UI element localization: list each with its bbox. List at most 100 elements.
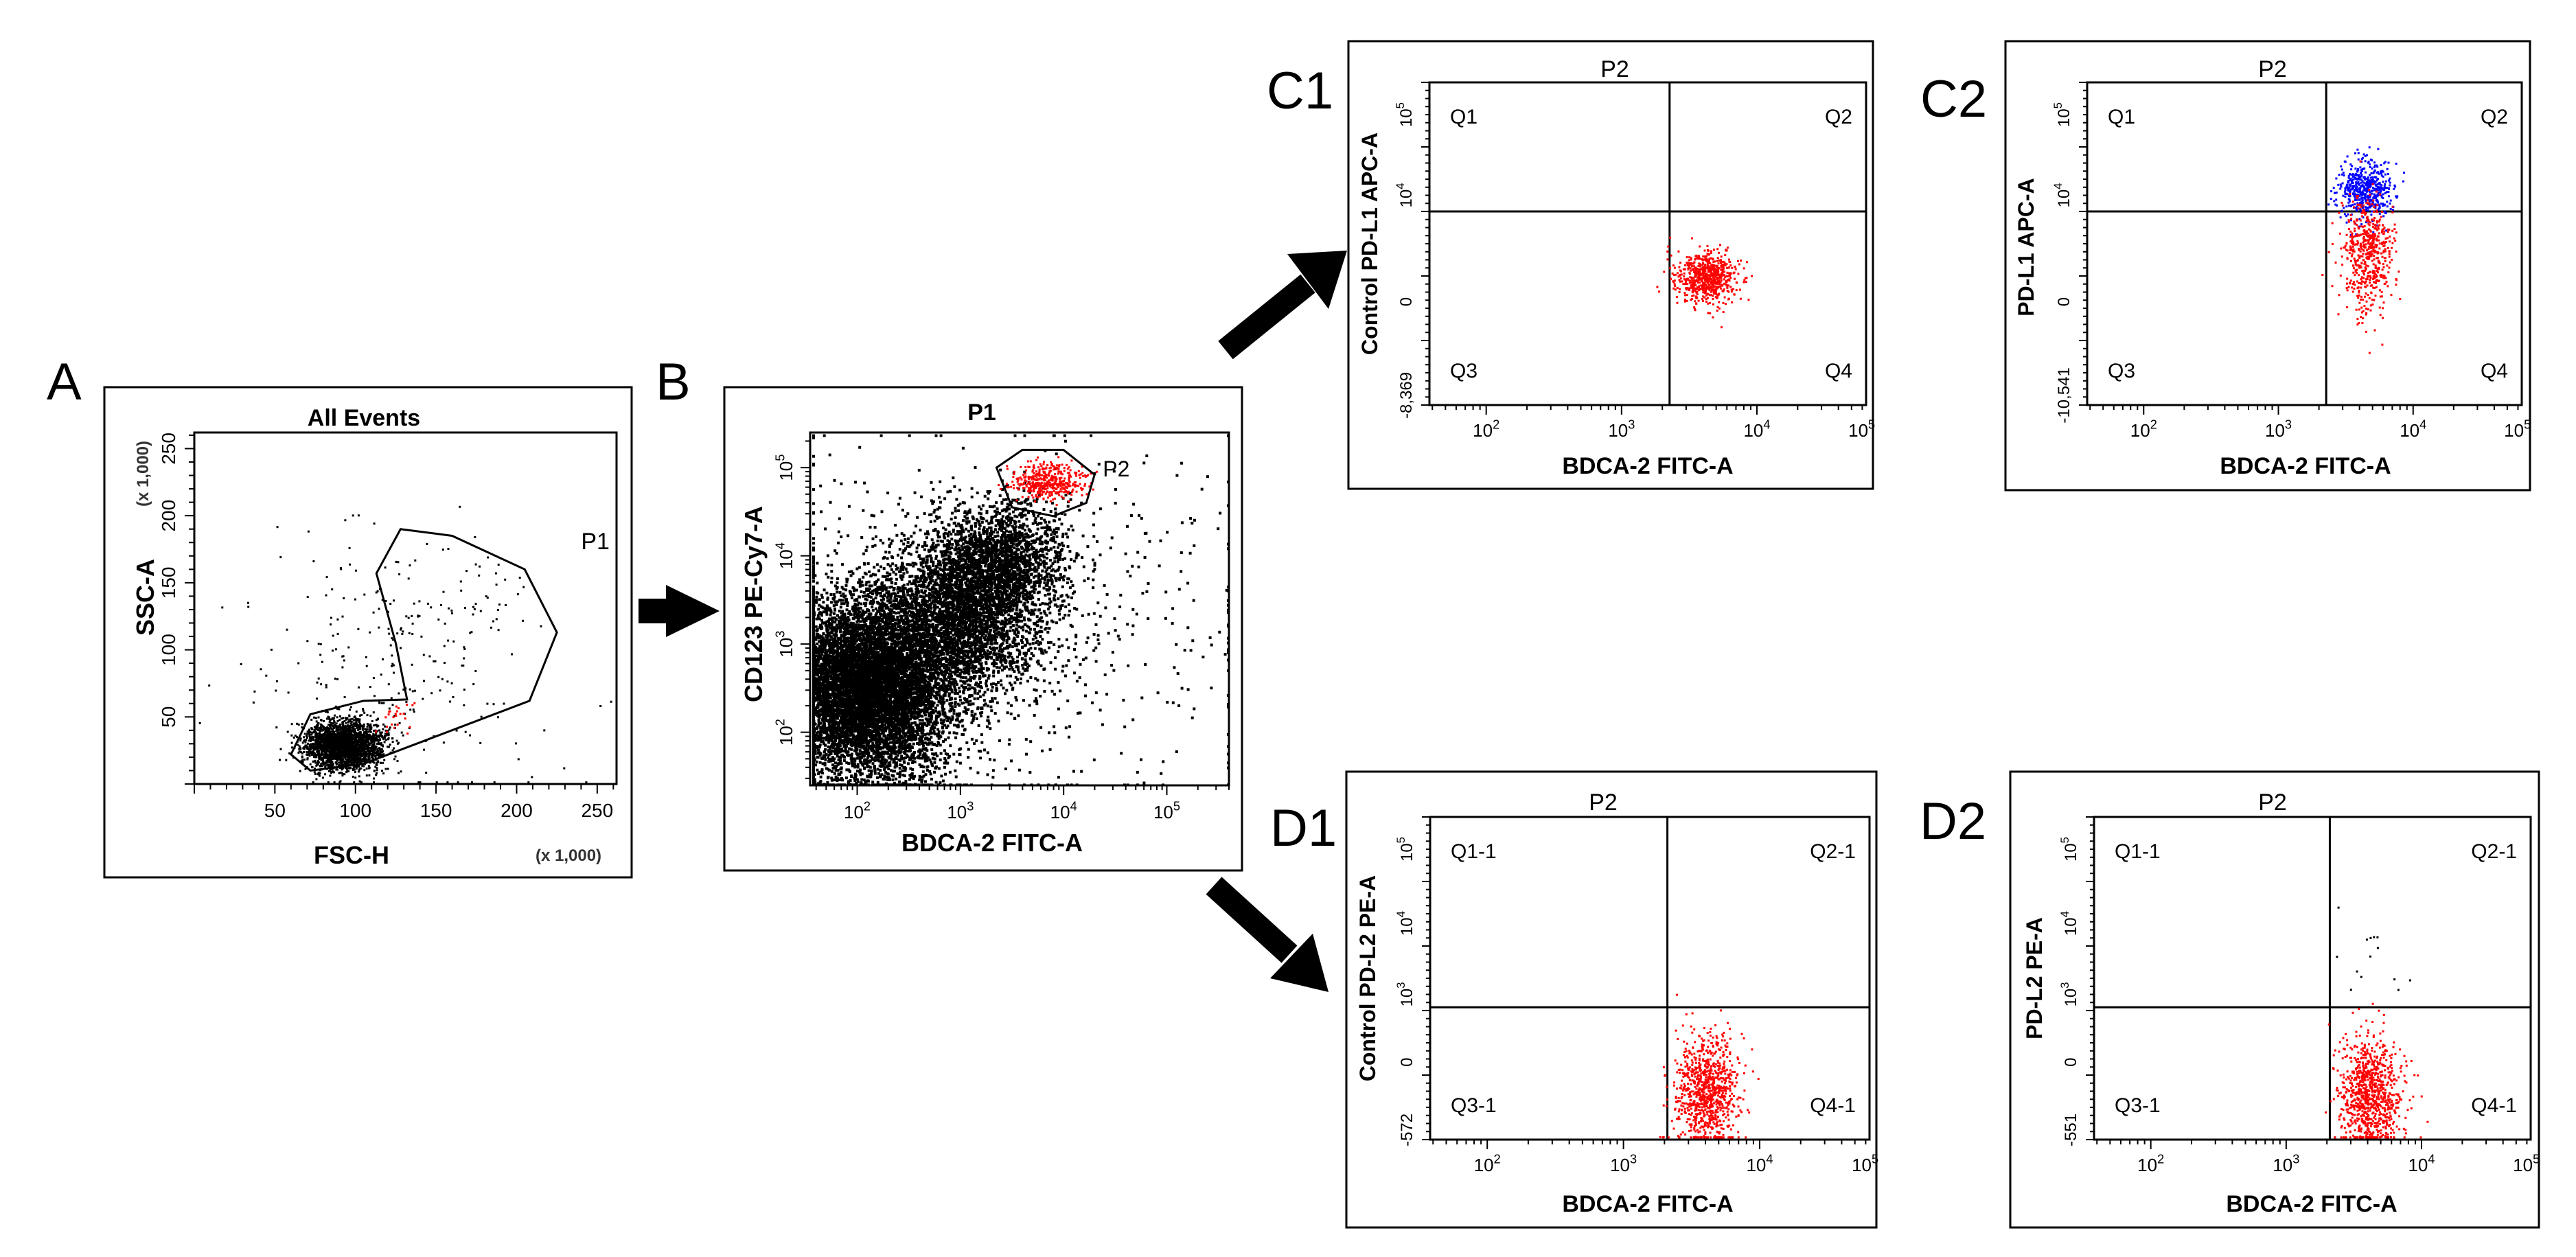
data-point [380, 743, 383, 746]
data-point [298, 750, 301, 753]
data-point [398, 722, 401, 724]
data-point [368, 730, 371, 733]
data-point [384, 566, 387, 569]
data-point [324, 711, 327, 713]
data-point [328, 761, 331, 764]
data-point [372, 677, 375, 680]
data-point [494, 572, 497, 575]
data-point [412, 708, 415, 711]
data-point [361, 765, 364, 767]
data-point [315, 764, 318, 767]
data-point [345, 742, 347, 744]
data-point [311, 750, 314, 753]
data-point [339, 567, 342, 569]
data-point [380, 702, 383, 704]
data-point [340, 762, 343, 765]
data-point [330, 756, 332, 759]
data-point [338, 715, 341, 717]
data-point [374, 754, 377, 757]
data-point [375, 774, 378, 776]
data-point [369, 715, 372, 717]
data-point [365, 665, 368, 667]
data-point [334, 752, 337, 755]
data-point [348, 719, 351, 722]
data-point [342, 741, 345, 744]
data-point [974, 713, 977, 716]
data-point [339, 757, 342, 760]
data-point [331, 750, 334, 752]
data-point [323, 735, 326, 737]
data-point [980, 741, 984, 744]
data-point [384, 716, 387, 719]
data-point [367, 724, 370, 727]
data-point [339, 728, 342, 730]
data-point [330, 764, 332, 767]
data-point [352, 737, 355, 739]
data-point [372, 733, 375, 735]
data-point [332, 725, 334, 728]
data-point [352, 723, 355, 726]
data-point [363, 744, 365, 747]
data-point [337, 736, 340, 739]
data-point [247, 606, 250, 608]
data-point [312, 781, 314, 784]
data-point [348, 741, 350, 743]
data-point [303, 733, 306, 735]
data-point [333, 732, 336, 735]
data-point [330, 718, 333, 721]
data-point [332, 722, 334, 725]
data-point [253, 690, 256, 693]
data-point [448, 607, 450, 610]
data-point [367, 753, 369, 756]
data-point [382, 745, 384, 748]
data-point [398, 573, 401, 576]
data-point [330, 722, 333, 724]
data-point [378, 702, 381, 704]
data-point [356, 719, 359, 722]
data-point [319, 756, 321, 759]
data-point [308, 739, 310, 742]
data-point [345, 717, 347, 719]
data-point [426, 542, 428, 545]
data-point [376, 730, 379, 733]
data-point [358, 720, 361, 723]
data-point [303, 751, 305, 753]
data-point [354, 741, 356, 744]
data-point [354, 598, 356, 601]
data-point [313, 756, 315, 759]
data-point [400, 647, 402, 649]
data-point [450, 609, 453, 612]
data-point [394, 724, 397, 726]
data-point [366, 741, 369, 743]
data-point [368, 736, 371, 738]
data-point [411, 633, 414, 635]
data-point [387, 627, 390, 630]
data-point [361, 745, 364, 748]
data-point [334, 705, 337, 708]
data-point [330, 762, 332, 765]
data-point [374, 752, 377, 754]
data-point [343, 746, 346, 748]
data-point [470, 781, 473, 784]
data-point [401, 632, 404, 635]
data-point [332, 743, 335, 746]
data-point [342, 751, 345, 753]
data-point [325, 757, 328, 760]
data-point [365, 736, 368, 739]
data-point [367, 741, 370, 743]
data-point [496, 716, 499, 719]
data-point [496, 609, 499, 611]
data-point [329, 756, 331, 759]
data-point [379, 748, 381, 750]
data-point [314, 773, 317, 775]
data-point [515, 742, 518, 745]
data-point [327, 765, 330, 768]
data-point [336, 632, 339, 635]
data-point [327, 770, 330, 772]
data-point [347, 725, 350, 728]
data-point [297, 723, 300, 726]
data-point [330, 733, 332, 736]
data-point [365, 774, 368, 777]
data-point [356, 734, 359, 737]
data-point [389, 743, 391, 746]
